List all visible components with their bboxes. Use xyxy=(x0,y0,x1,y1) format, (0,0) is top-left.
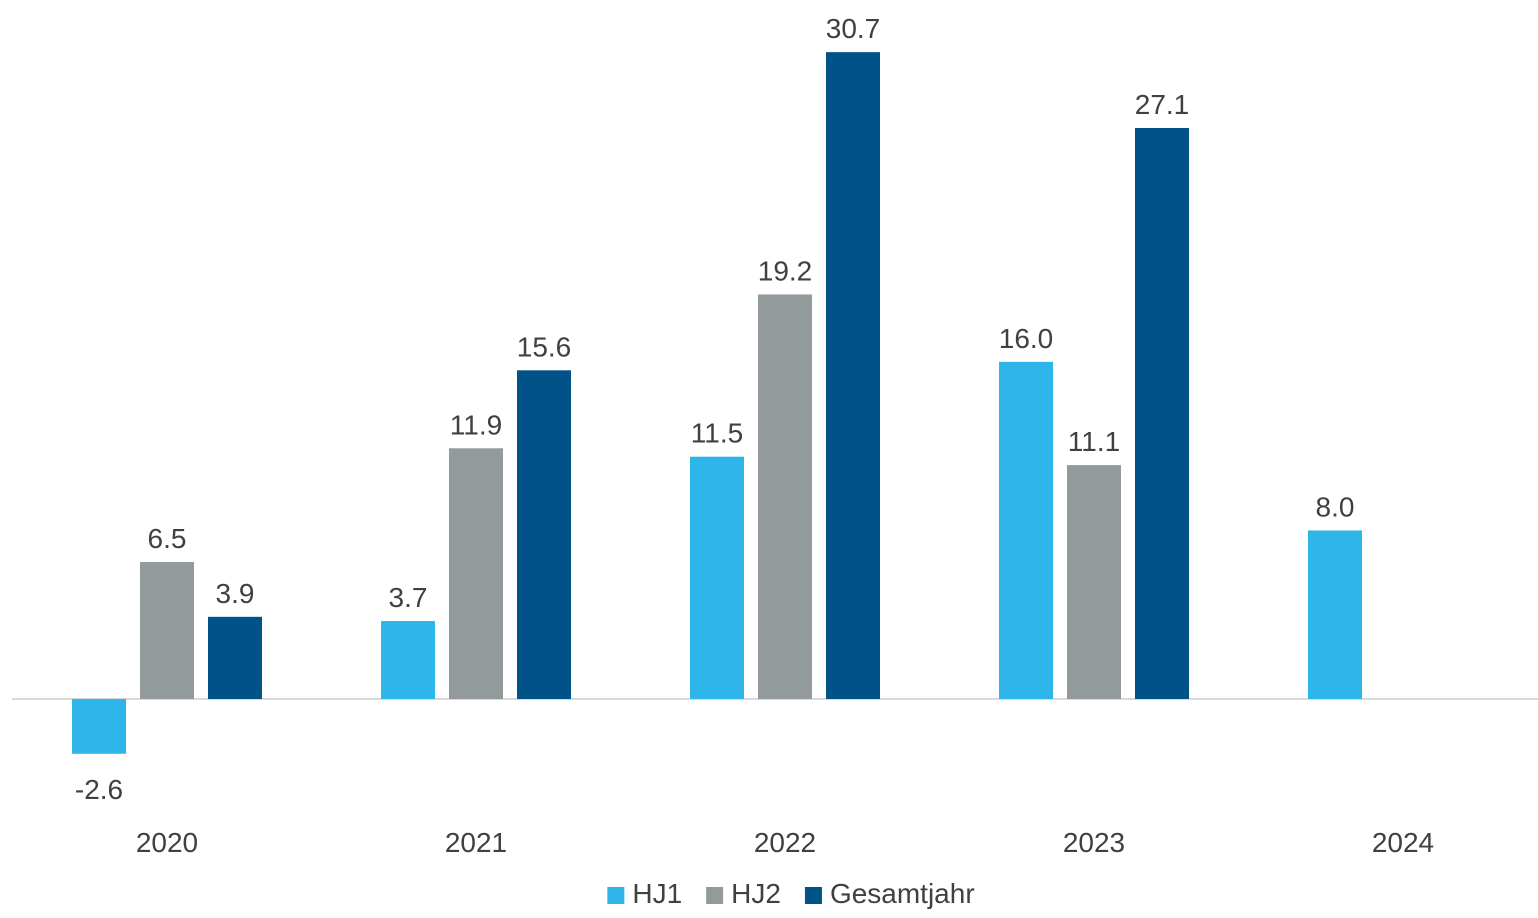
value-label-gesamtjahr-2022: 30.7 xyxy=(826,13,881,44)
bar-hj2-2020 xyxy=(140,562,194,699)
value-label-hj1-2021: 3.7 xyxy=(389,582,428,613)
bar-hj2-2023 xyxy=(1067,465,1121,699)
bar-hj1-2023 xyxy=(999,361,1053,699)
value-label-hj1-2020: -2.6 xyxy=(75,774,123,805)
legend-swatch-hj2 xyxy=(706,887,724,904)
category-label-2024: 2024 xyxy=(1372,827,1434,858)
category-label-2021: 2021 xyxy=(445,827,507,858)
legend-item-gesamtjahr: Gesamtjahr xyxy=(804,878,975,909)
value-label-hj1-2024: 8.0 xyxy=(1316,491,1355,522)
bar-hj1-2020 xyxy=(72,699,126,754)
value-label-hj2-2023: 11.1 xyxy=(1068,426,1120,457)
bar-gesamtjahr-2021 xyxy=(517,370,571,699)
bars-group xyxy=(72,52,1362,754)
legend-swatch-hj1 xyxy=(607,887,625,904)
value-label-hj2-2020: 6.5 xyxy=(148,523,187,554)
legend-label-hj2: HJ2 xyxy=(731,878,781,909)
value-label-hj2-2022: 19.2 xyxy=(758,255,813,286)
bar-hj2-2021 xyxy=(449,448,503,699)
legend: HJ1 HJ2 Gesamtjahr xyxy=(607,878,975,909)
value-label-hj2-2021: 11.9 xyxy=(450,409,502,440)
bar-gesamtjahr-2020 xyxy=(208,616,262,699)
bar-hj1-2021 xyxy=(381,621,435,699)
value-label-hj1-2022: 11.5 xyxy=(691,418,743,449)
category-label-2022: 2022 xyxy=(754,827,816,858)
value-label-gesamtjahr-2020: 3.9 xyxy=(216,578,255,609)
legend-label-gesamtjahr: Gesamtjahr xyxy=(830,878,975,909)
legend-label-hj1: HJ1 xyxy=(632,878,682,909)
legend-swatch-gesamtjahr xyxy=(804,887,822,904)
legend-item-hj2: HJ2 xyxy=(706,878,781,909)
bar-hj1-2024 xyxy=(1308,530,1362,699)
value-labels-group: -2.6 6.5 3.9 3.7 11.9 15.6 11.5 19.2 30.7 16.0 11.… xyxy=(75,13,1355,805)
value-label-gesamtjahr-2023: 27.1 xyxy=(1135,89,1190,120)
category-label-2020: 2020 xyxy=(136,827,198,858)
value-label-hj1-2023: 16.0 xyxy=(999,323,1054,354)
bar-gesamtjahr-2023 xyxy=(1135,128,1189,700)
category-labels-group: 2020 2021 2022 2023 2024 xyxy=(136,827,1434,858)
category-label-2023: 2023 xyxy=(1063,827,1125,858)
legend-item-hj1: HJ1 xyxy=(607,878,682,909)
bar-gesamtjahr-2022 xyxy=(826,52,880,699)
bar-hj1-2022 xyxy=(690,456,744,699)
value-label-gesamtjahr-2021: 15.6 xyxy=(517,331,572,362)
bar-hj2-2022 xyxy=(758,294,812,699)
